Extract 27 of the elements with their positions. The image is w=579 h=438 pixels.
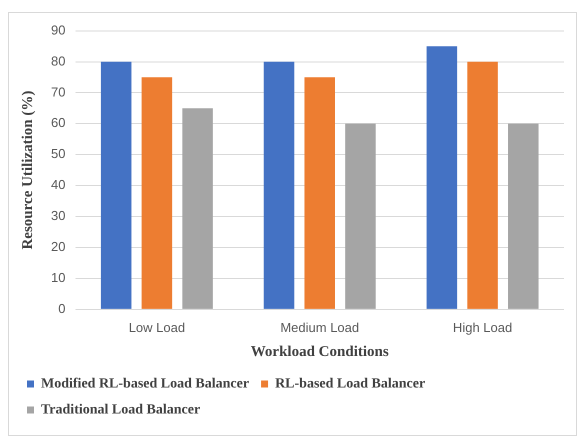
legend-label: RL-based Load Balancer — [275, 376, 426, 392]
y-tick-label: 80 — [50, 53, 66, 68]
y-tick-label: 90 — [50, 22, 66, 38]
bar — [304, 77, 335, 309]
bar — [508, 124, 539, 309]
y-tick-label: 70 — [50, 84, 66, 100]
bar — [100, 62, 132, 309]
y-tick-label: 50 — [50, 146, 66, 162]
bar — [467, 62, 498, 309]
bar — [345, 124, 376, 309]
x-axis-title: Workload Conditions — [250, 344, 389, 360]
bar — [182, 108, 213, 309]
x-tick-label: Low Load — [128, 320, 186, 335]
y-tick-label: 60 — [50, 115, 66, 130]
y-tick-label: 0 — [58, 300, 66, 316]
y-axis-title: Resource Utilization (%) — [20, 90, 36, 250]
bar — [264, 62, 294, 309]
y-tick-label: 40 — [50, 177, 66, 192]
bar — [426, 46, 458, 309]
x-tick-label: High Load — [452, 320, 512, 335]
legend-label: Modified RL-based Load Balancer — [41, 376, 250, 392]
y-tick-label: 10 — [50, 270, 66, 286]
x-tick-label: Medium Load — [280, 320, 360, 335]
y-tick-label: 20 — [50, 239, 66, 254]
y-tick-label: 30 — [50, 208, 66, 224]
bar — [142, 77, 172, 309]
legend-label: Traditional Load Balancer — [41, 402, 200, 418]
